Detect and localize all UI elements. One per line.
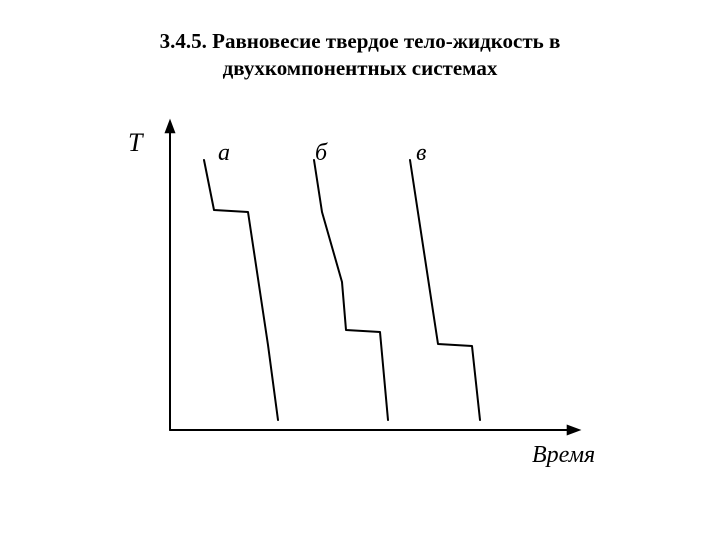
- curve-label-b: б: [315, 140, 327, 167]
- curve-a: [204, 160, 278, 420]
- x-axis-arrow-icon: [567, 425, 580, 435]
- y-axis-arrow-icon: [165, 120, 175, 133]
- x-axis-label: Время: [532, 442, 595, 469]
- page-title: 3.4.5. Равновесие твердое тело-жидкость …: [0, 28, 720, 83]
- y-axis-label: T: [128, 128, 142, 158]
- chart-svg: [100, 110, 620, 480]
- curve-v: [410, 160, 480, 420]
- title-line-1: 3.4.5. Равновесие твердое тело-жидкость …: [160, 29, 561, 53]
- curve-label-a: а: [218, 140, 230, 167]
- curve-label-v: в: [416, 140, 426, 167]
- title-line-2: двухкомпонентных системах: [223, 56, 498, 80]
- curve-b: [314, 160, 388, 420]
- cooling-curves-chart: T а б в Время: [100, 110, 620, 480]
